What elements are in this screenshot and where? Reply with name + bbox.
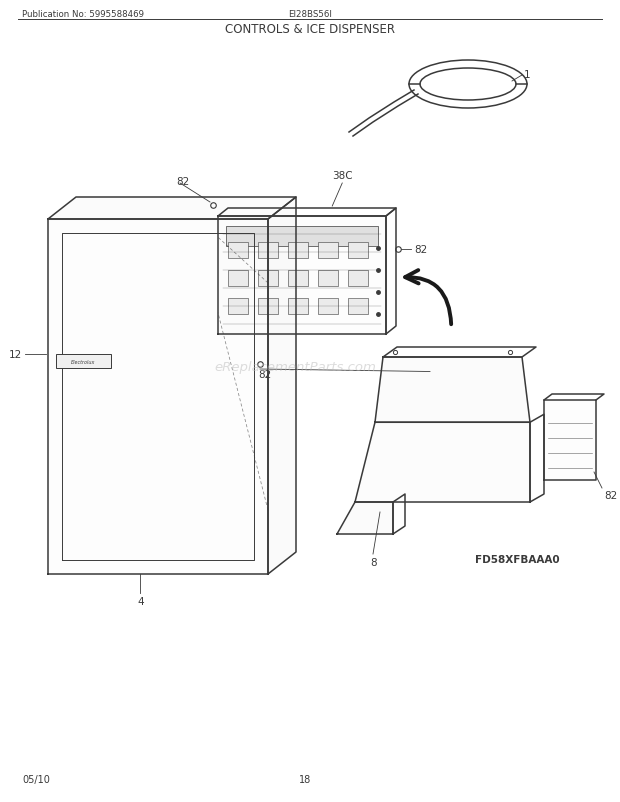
Text: 18: 18 [299,774,311,784]
Text: 82: 82 [259,370,272,379]
Bar [226,227,378,247]
Bar [288,298,308,314]
Bar [348,298,368,314]
Bar [348,243,368,259]
Text: 8: 8 [370,557,376,567]
Text: 12: 12 [9,350,22,359]
Polygon shape [375,358,530,423]
Text: 82: 82 [604,490,618,500]
Text: eReplacementParts.com: eReplacementParts.com [214,361,376,374]
Bar [348,270,368,286]
Text: 4: 4 [137,596,144,606]
Bar [318,243,338,259]
Text: Publication No: 5995588469: Publication No: 5995588469 [22,10,144,19]
Polygon shape [48,198,296,220]
Bar [258,270,278,286]
Bar [288,243,308,259]
Polygon shape [337,502,393,534]
Text: 38C: 38C [332,171,353,180]
Text: 82: 82 [176,176,189,187]
Text: Electrolux: Electrolux [71,359,95,364]
Polygon shape [355,423,530,502]
Polygon shape [268,198,296,574]
Text: FD58XFBAAA0: FD58XFBAAA0 [476,554,560,565]
Bar [258,243,278,259]
Text: 05/10: 05/10 [22,774,50,784]
Bar [56,354,111,369]
Bar [258,298,278,314]
Bar [318,270,338,286]
Bar [228,243,248,259]
Text: EI28BS56I: EI28BS56I [288,10,332,19]
Polygon shape [544,400,596,480]
Polygon shape [48,220,268,574]
Polygon shape [218,217,386,334]
Text: 1: 1 [524,70,531,80]
Bar [228,298,248,314]
Bar [288,270,308,286]
Bar [228,270,248,286]
Bar [318,298,338,314]
Text: 82: 82 [414,245,427,255]
Text: CONTROLS & ICE DISPENSER: CONTROLS & ICE DISPENSER [225,23,395,36]
